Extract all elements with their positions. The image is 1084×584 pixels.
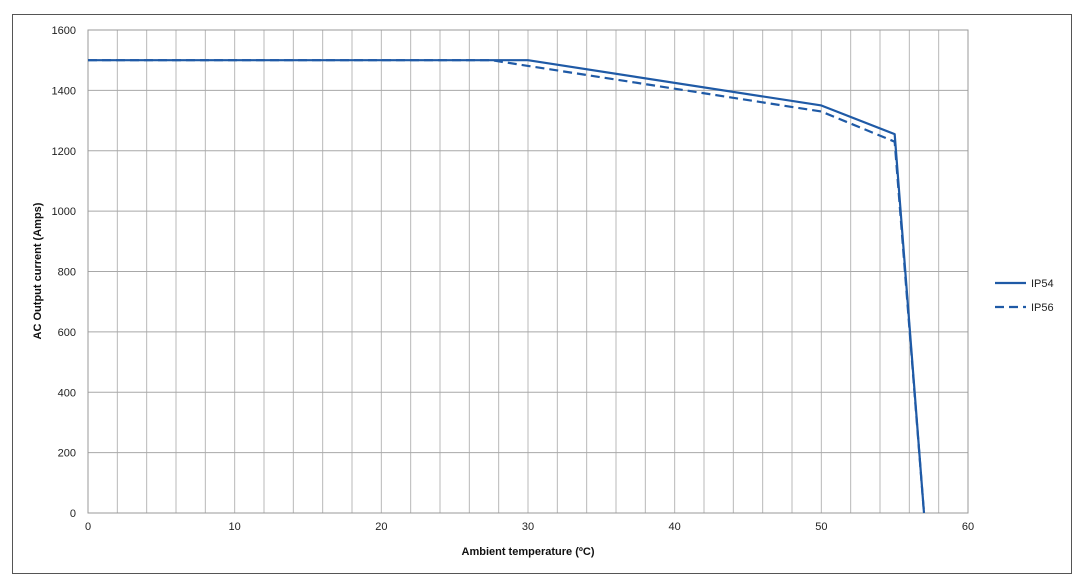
y-tick-label: 1400 (52, 85, 76, 97)
y-tick-label: 200 (58, 448, 76, 460)
y-tick-label: 1200 (52, 146, 76, 158)
y-tick-label: 1600 (52, 25, 76, 37)
x-tick-label: 60 (962, 521, 974, 533)
x-tick-label: 0 (85, 521, 91, 533)
x-tick-label: 10 (229, 521, 241, 533)
grid (87, 29, 969, 514)
x-tick-label: 30 (522, 521, 534, 533)
y-tick-label: 0 (70, 508, 76, 520)
y-tick-label: 400 (58, 387, 76, 399)
legend-label-ip54: IP54 (1031, 278, 1054, 290)
x-tick-label: 50 (815, 521, 827, 533)
y-tick-labels: 0 200 400 600 800 1000 1200 1400 1600 (52, 25, 76, 520)
y-tick-label: 800 (58, 267, 76, 279)
x-axis-label: Ambient temperature (ºC) (462, 546, 595, 558)
x-tick-label: 40 (669, 521, 681, 533)
x-tick-labels: 0 10 20 30 40 50 60 (85, 521, 974, 533)
series-layer (88, 59, 926, 514)
series-line-ip56 (88, 59, 926, 514)
chart-frame (12, 14, 1072, 574)
y-tick-label: 1000 (52, 206, 76, 218)
y-tick-label: 600 (58, 327, 76, 339)
x-tick-label: 20 (375, 521, 387, 533)
legend-label-ip56: IP56 (1031, 302, 1054, 314)
y-axis-label: AC Output current (Amps) (32, 202, 44, 339)
plot-area-border (87, 29, 969, 514)
legend: IP54 IP56 (995, 278, 1054, 314)
series-line-ip54 (88, 59, 926, 514)
